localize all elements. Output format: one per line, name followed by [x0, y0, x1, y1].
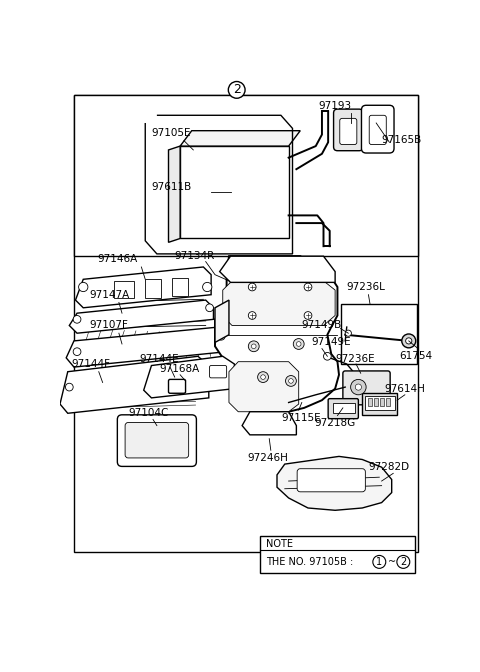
- FancyBboxPatch shape: [340, 118, 357, 144]
- FancyBboxPatch shape: [369, 116, 386, 144]
- Circle shape: [286, 376, 296, 386]
- Text: 1: 1: [376, 557, 383, 567]
- Circle shape: [203, 282, 212, 292]
- Polygon shape: [75, 267, 211, 308]
- Text: 97144F: 97144F: [72, 359, 110, 369]
- Text: 97104C: 97104C: [128, 409, 168, 418]
- Bar: [362, 393, 397, 415]
- Polygon shape: [60, 356, 209, 413]
- Text: 97246H: 97246H: [248, 453, 288, 463]
- FancyBboxPatch shape: [168, 380, 186, 393]
- Text: 97134R: 97134R: [175, 251, 215, 261]
- Circle shape: [324, 352, 331, 360]
- Text: 97282D: 97282D: [369, 462, 409, 472]
- Circle shape: [288, 378, 293, 383]
- Polygon shape: [168, 146, 180, 243]
- Polygon shape: [215, 256, 339, 413]
- Bar: [340, 304, 417, 364]
- Bar: [374, 398, 378, 406]
- FancyBboxPatch shape: [328, 398, 359, 419]
- Circle shape: [73, 315, 81, 323]
- Text: 97193: 97193: [319, 101, 352, 111]
- Bar: [172, 278, 188, 296]
- Text: 97165B: 97165B: [382, 135, 422, 145]
- Text: 2: 2: [400, 557, 407, 567]
- Polygon shape: [66, 327, 227, 367]
- Bar: [114, 281, 133, 298]
- Polygon shape: [277, 456, 392, 510]
- Circle shape: [345, 330, 351, 336]
- Bar: [260, 536, 415, 573]
- Bar: [365, 396, 395, 410]
- Bar: [368, 398, 372, 406]
- Circle shape: [248, 283, 256, 291]
- Circle shape: [350, 380, 366, 394]
- FancyBboxPatch shape: [343, 371, 390, 405]
- Circle shape: [217, 333, 225, 340]
- Circle shape: [293, 339, 304, 349]
- Text: 97105E: 97105E: [152, 128, 191, 138]
- Circle shape: [258, 372, 268, 382]
- Polygon shape: [180, 146, 288, 239]
- Circle shape: [73, 348, 81, 355]
- FancyBboxPatch shape: [117, 415, 196, 466]
- Text: 97144E: 97144E: [139, 354, 179, 364]
- Polygon shape: [144, 356, 234, 398]
- Text: 97107F: 97107F: [89, 321, 128, 331]
- Text: 97149E: 97149E: [312, 337, 351, 347]
- Text: 97611B: 97611B: [152, 182, 192, 192]
- Polygon shape: [69, 300, 214, 333]
- Bar: [145, 280, 161, 298]
- Bar: [74, 95, 418, 256]
- Polygon shape: [229, 256, 327, 271]
- Text: NOTE: NOTE: [266, 539, 293, 549]
- Polygon shape: [242, 412, 296, 435]
- Circle shape: [206, 304, 214, 312]
- Text: THE NO. 97105B :: THE NO. 97105B :: [266, 557, 353, 567]
- Text: 97146A: 97146A: [97, 254, 137, 264]
- FancyBboxPatch shape: [334, 109, 363, 151]
- Circle shape: [304, 283, 312, 291]
- Circle shape: [200, 368, 207, 376]
- Circle shape: [65, 383, 73, 391]
- Text: 97614H: 97614H: [384, 384, 425, 394]
- Text: 97236L: 97236L: [347, 282, 385, 292]
- Circle shape: [248, 312, 256, 319]
- Polygon shape: [215, 300, 229, 343]
- Circle shape: [79, 282, 88, 292]
- Text: 97218G: 97218G: [314, 418, 356, 428]
- Text: 97149B: 97149B: [302, 321, 342, 331]
- Circle shape: [261, 375, 265, 380]
- Polygon shape: [180, 130, 300, 146]
- FancyBboxPatch shape: [297, 469, 365, 492]
- Circle shape: [296, 341, 301, 346]
- Polygon shape: [223, 281, 335, 325]
- Text: 97168A: 97168A: [159, 364, 200, 374]
- Bar: [386, 398, 390, 406]
- Polygon shape: [229, 362, 299, 412]
- FancyBboxPatch shape: [125, 423, 189, 458]
- Text: 97147A: 97147A: [89, 290, 130, 300]
- FancyBboxPatch shape: [210, 366, 227, 378]
- Circle shape: [402, 334, 416, 348]
- Text: ~: ~: [388, 557, 396, 567]
- Circle shape: [304, 312, 312, 319]
- Text: 97236E: 97236E: [335, 354, 375, 364]
- Text: 2: 2: [233, 83, 240, 96]
- Circle shape: [406, 338, 412, 344]
- Bar: [74, 95, 418, 552]
- Circle shape: [252, 344, 256, 349]
- Circle shape: [248, 341, 259, 351]
- Circle shape: [355, 384, 361, 390]
- FancyBboxPatch shape: [361, 106, 394, 153]
- Bar: [333, 403, 355, 413]
- Text: 61754: 61754: [399, 351, 432, 362]
- Text: 97115E: 97115E: [281, 413, 321, 423]
- Polygon shape: [220, 256, 335, 282]
- Bar: [380, 398, 384, 406]
